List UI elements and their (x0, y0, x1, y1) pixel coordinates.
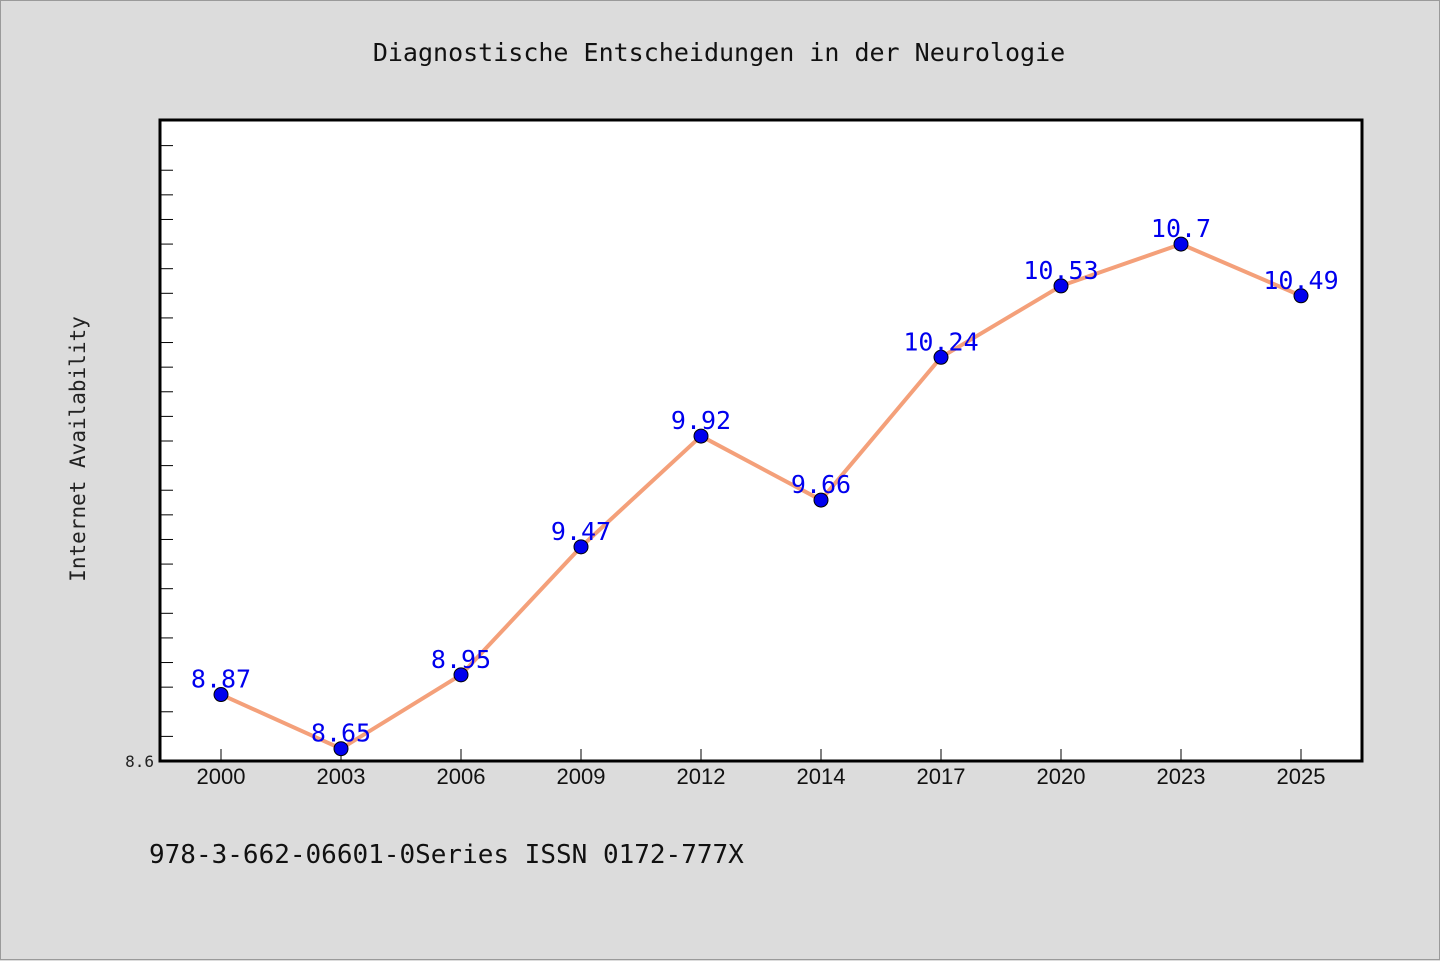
data-point (453, 667, 469, 683)
data-point (1293, 288, 1309, 304)
data-point (1053, 278, 1069, 294)
x-tick-label: 2009 (557, 764, 606, 789)
data-label: 10.7 (1151, 214, 1211, 243)
footer-isbn-text: 978-3-662-06601-0Series ISSN 0172-777X (149, 840, 744, 870)
data-point (1173, 236, 1189, 252)
data-label: 8.95 (431, 645, 491, 674)
x-tick-label: 2017 (917, 764, 966, 789)
plot-area (158, 118, 1364, 763)
x-tick-label: 2020 (1037, 764, 1086, 789)
x-tick-label: 2025 (1277, 764, 1326, 789)
data-label: 8.87 (191, 665, 251, 694)
data-point (333, 741, 349, 757)
data-label: 10.49 (1263, 266, 1338, 295)
x-tick-label: 2023 (1157, 764, 1206, 789)
y-axis-label: Internet Availability (66, 316, 90, 582)
data-point (813, 492, 829, 508)
x-tick-label: 2014 (797, 764, 846, 789)
chart-title: Diagnostische Entscheidungen in der Neur… (373, 38, 1065, 67)
data-label: 10.24 (903, 327, 978, 356)
data-labels: 8.87 8.65 8.95 9.47 9.92 9.66 10.24 10.53 10.7 10… (191, 214, 1339, 748)
data-point (213, 687, 229, 703)
x-tick-label: 2000 (197, 764, 246, 789)
data-point (573, 539, 589, 555)
data-label: 9.47 (551, 517, 611, 546)
data-label: 9.66 (791, 470, 851, 499)
data-label: 10.53 (1023, 256, 1098, 285)
series-line (219, 242, 1303, 751)
y-axis-minor-ticks (161, 145, 173, 762)
x-axis-ticks: 2000 2003 2006 2009 2012 2014 2017 2020 2023 2025 (197, 749, 1326, 789)
x-tick-label: 2003 (317, 764, 366, 789)
data-point (693, 428, 709, 444)
y-tick-label: 8.6 (125, 752, 154, 771)
data-label: 9.92 (671, 406, 731, 435)
x-tick-label: 2006 (437, 764, 486, 789)
x-tick-label: 2012 (677, 764, 726, 789)
data-markers (213, 236, 1309, 757)
data-point (933, 349, 949, 365)
data-label: 8.65 (311, 719, 371, 748)
